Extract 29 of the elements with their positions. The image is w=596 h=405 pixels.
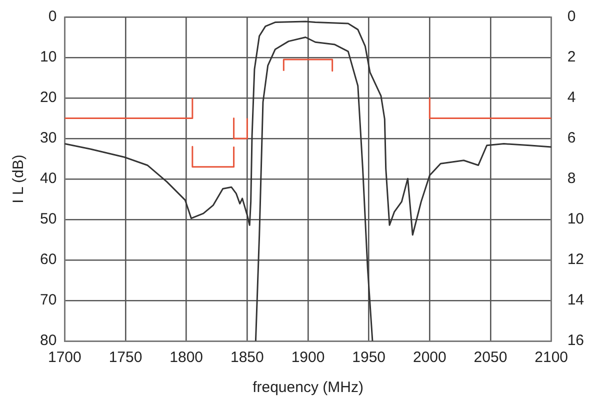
y-tick-label: 80 xyxy=(40,332,57,350)
x-tick-label: 1850 xyxy=(230,349,264,366)
y-tick-label: 50 xyxy=(40,210,57,228)
y-axis-title: I L (dB) xyxy=(10,154,28,204)
x-tick-label: 2000 xyxy=(412,349,446,366)
y2-tick-label: 16 xyxy=(567,332,584,350)
y2-tick-label: 10 xyxy=(567,210,584,228)
y2-tick-label: 4 xyxy=(567,89,576,106)
y-tick-label: 10 xyxy=(40,48,57,66)
x-tick-label: 2100 xyxy=(534,349,568,366)
x-axis-title: frequency (MHz) xyxy=(252,379,364,396)
x-tick-label: 1900 xyxy=(291,349,325,366)
x-tick-label: 1950 xyxy=(352,349,386,366)
y2-tick-label: 6 xyxy=(567,130,576,147)
x-tick-label: 2050 xyxy=(474,349,508,366)
x-tick-label: 1700 xyxy=(48,349,82,366)
y-tick-label: 70 xyxy=(40,292,57,309)
y-tick-label: 0 xyxy=(48,8,57,26)
y2-tick-label: 8 xyxy=(567,170,576,188)
y2-tick-label: 12 xyxy=(567,251,584,268)
y-tick-label: 30 xyxy=(40,130,57,147)
y2-tick-label: 0 xyxy=(567,8,576,26)
y-tick-label: 40 xyxy=(40,170,57,188)
y2-tick-label: 2 xyxy=(567,48,576,66)
y-tick-label: 60 xyxy=(40,251,57,268)
y-tick-label: 20 xyxy=(40,89,57,106)
y2-tick-label: 14 xyxy=(567,292,584,309)
x-tick-label: 1800 xyxy=(170,349,204,366)
x-tick-label: 1750 xyxy=(108,349,142,366)
